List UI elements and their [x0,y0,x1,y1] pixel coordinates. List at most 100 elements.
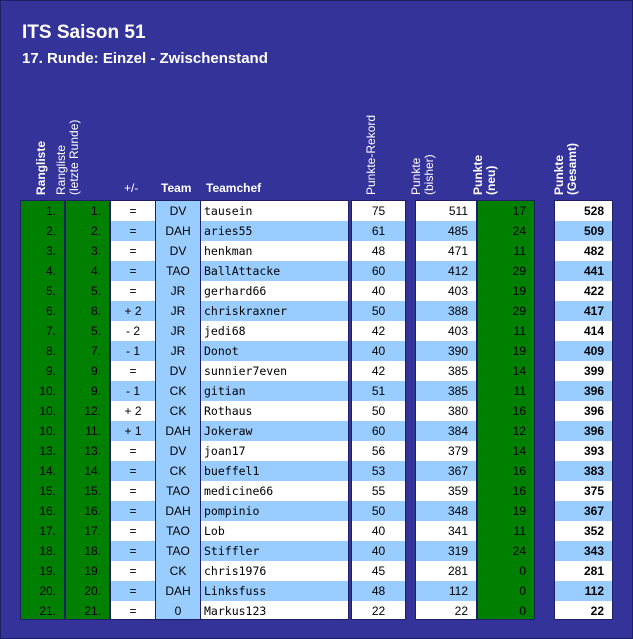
change-cell: = [111,521,156,541]
team-cell: DV [156,361,201,381]
previous-rank-cell: 12. [84,404,101,418]
rank-cell: 13. [39,444,56,458]
punkte-neu-cell: 29 [512,304,526,318]
table-row: = 0 Markus123 [111,601,348,619]
table-row: = DV henkman [111,241,348,261]
rank-cell: 5. [45,284,56,298]
team-cell: JR [156,321,201,341]
table-row: = DV joan17 [111,441,348,461]
teamchef-cell: chris1976 [204,564,267,578]
punkte-gesamt-cell: 528 [583,204,604,218]
teamchef-cell: BallAttacke [204,264,281,278]
punkte-neu-cell: 19 [512,344,526,358]
header-punkte-bisher-label: Punkte (bisher) [409,154,436,195]
previous-rank-cell: 5. [90,324,101,338]
punkte-gesamt-cell: 112 [555,581,612,601]
punkte-bisher-cell: 22 [454,604,468,618]
rank-cell: 14. [39,464,56,478]
punkte-rekord-cell: 60 [352,421,405,441]
punkte-neu-cell: 11 [513,384,526,398]
teamchef-cell: aries55 [204,224,253,238]
punkte-gesamt-cell: 482 [583,244,604,258]
punkte-neu-cell: 0 [519,564,526,578]
punkte-neu-cell: 29 [512,264,526,278]
punkte-rekord-cell: 60 [352,261,405,281]
page-subtitle: 17. Runde: Einzel - Zwischenstand [22,50,268,67]
punkte-bisher-cell: 403 [447,284,468,298]
header-plusminus: +/- [124,181,139,195]
punkte-bisher-cell: 388 [416,301,476,321]
header-punkte-bisher-line1: Punkte [409,157,423,195]
punkte-neu-cell: 12 [512,424,526,438]
punkte-neu-cell: 14 [512,444,526,458]
header-punkte-gesamt-line1: Punkte [552,154,566,195]
column-rank: 1. 2. 3. 4. 5. 6. 7. 8. 9. 10. 10. 10. 13. 14. 15. 16. 1… [20,200,65,620]
punkte-rekord-cell: 55 [371,484,386,498]
team-cell: CK [156,381,201,401]
teamchef-cell: Linksfuss [204,584,267,598]
change-cell: + 1 [111,421,156,441]
change-cell: = [111,261,156,281]
punkte-rekord-cell: 61 [352,221,405,241]
team-cell: JR [156,301,201,321]
punkte-rekord-cell: 40 [352,341,405,361]
punkte-gesamt-cell: 399 [583,364,604,378]
punkte-bisher-cell: 379 [447,444,468,458]
punkte-bisher-cell: 485 [416,221,476,241]
teamchef-cell: joan17 [204,444,246,458]
punkte-neu-cell: 16 [512,404,526,418]
header-punkte-neu-line1: Punkte [471,154,485,195]
punkte-bisher-cell: 341 [447,524,468,538]
rank-cell: 18. [39,544,56,558]
change-cell: = [111,581,156,601]
punkte-rekord-cell: 42 [371,324,386,338]
teamchef-cell: Lob [204,524,225,538]
previous-rank-cell: 19. [84,564,101,578]
punkte-neu-cell: 24 [512,224,526,238]
change-cell: = [111,461,156,481]
previous-rank-cell: 13. [84,444,101,458]
teamchef-cell: pompinio [204,504,260,518]
teamchef-cell: chriskraxner [204,304,288,318]
team-cell: DAH [156,221,201,241]
team-cell: DV [156,241,201,261]
teamchef-cell: Donot [204,344,239,358]
previous-rank-cell: 2. [90,224,101,238]
previous-rank-cell: 8. [90,304,101,318]
change-cell: = [111,221,156,241]
column-punkte-gesamt: 528 509 482 441 422 417 414 409 399 396 396 396 393 3… [554,200,613,620]
header-rangliste-letzte-line1: Rangliste [54,144,68,195]
rank-cell: 10. [39,404,56,418]
table-row: = DAH aries55 [111,221,348,241]
punkte-bisher-cell: 319 [416,541,476,561]
previous-rank-cell: 15. [84,484,101,498]
previous-rank-cell: 5. [90,284,101,298]
team-cell: TAO [156,541,201,561]
punkte-rekord-cell: 53 [352,461,405,481]
change-cell: = [111,281,156,301]
punkte-gesamt-cell: 509 [555,221,612,241]
teamchef-cell: sunnier7even [204,364,288,378]
previous-rank-cell: 16. [84,504,101,518]
punkte-bisher-cell: 511 [448,204,468,218]
header-punkte-gesamt-label: Punkte (Gesamt) [552,142,579,195]
rank-cell: 20. [39,584,56,598]
punkte-rekord-cell: 50 [371,404,386,418]
change-cell: = [111,201,156,221]
column-main-block: = DV tausein = DAH aries55 = DV henkman = TAO BallA… [110,200,349,620]
teamchef-cell: henkman [204,244,253,258]
punkte-gesamt-cell: 22 [590,604,604,618]
header-rangliste-letzte-line2: (letzte Runde) [67,119,81,195]
punkte-gesamt-cell: 367 [555,501,612,521]
header-teamchef: Teamchef [206,181,262,195]
table-row: - 2 JR jedi68 [111,321,348,341]
rank-cell: 16. [39,504,56,518]
table-row: - 1 CK gitian [111,381,348,401]
punkte-gesamt-cell: 441 [555,261,612,281]
punkte-bisher-cell: 367 [416,461,476,481]
punkte-gesamt-cell: 417 [555,301,612,321]
header-punkte-gesamt-line2: (Gesamt) [565,142,579,195]
punkte-gesamt-cell: 383 [555,461,612,481]
rank-cell: 7. [45,324,56,338]
punkte-bisher-cell: 384 [416,421,476,441]
